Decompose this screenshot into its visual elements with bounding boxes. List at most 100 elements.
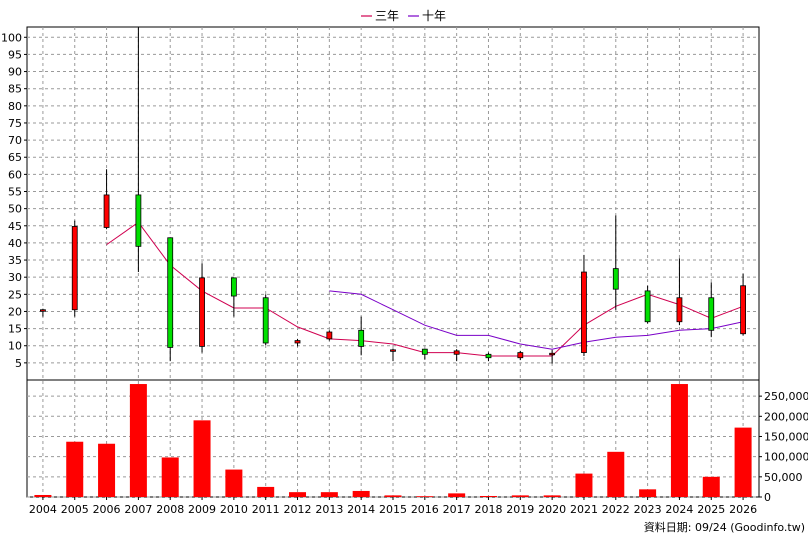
x-tick-label: 2015 [379, 503, 407, 516]
candlesticks [40, 27, 746, 364]
x-tick-label: 2004 [29, 503, 57, 516]
x-tick-label: 2017 [443, 503, 471, 516]
price-tick-label: 5 [15, 357, 22, 370]
volume-bar [639, 489, 657, 497]
volume-bar [416, 496, 434, 497]
price-tick-label: 100 [1, 31, 22, 44]
volume-tick-label: 250,000 [764, 390, 808, 403]
price-tick-label: 75 [8, 117, 22, 130]
candle-body [71, 226, 78, 311]
x-tick-label: 2007 [124, 503, 152, 516]
x-tick-label: 2005 [61, 503, 89, 516]
volume-bar [511, 495, 529, 497]
candle-body [581, 271, 587, 353]
volume-bar [702, 476, 720, 497]
candle-body [230, 277, 237, 297]
volume-bar [193, 420, 211, 497]
x-tick-label: 2024 [665, 503, 693, 516]
x-tick-label: 2020 [538, 503, 566, 516]
candle-body [421, 348, 428, 355]
volume-bars [34, 384, 752, 497]
volume-bar [384, 495, 402, 497]
x-tick-label: 2012 [284, 503, 312, 516]
x-tick-label: 2013 [315, 503, 343, 516]
price-tick-label: 95 [8, 48, 22, 61]
legend-label-ten-year: 十年 [422, 9, 446, 23]
volume-bar [575, 473, 593, 497]
x-tick-label: 2010 [220, 503, 248, 516]
x-tick-label: 2023 [634, 503, 662, 516]
volume-bar [607, 451, 625, 497]
price-tick-label: 60 [8, 168, 22, 181]
volume-tick-label: 0 [764, 491, 771, 504]
candle-body [167, 237, 174, 348]
price-tick-label: 90 [8, 66, 22, 79]
candle-body [294, 340, 301, 344]
candle-body [549, 352, 556, 356]
price-tick-label: 30 [8, 271, 22, 284]
x-tick-label: 2016 [411, 503, 439, 516]
x-tick-label: 2026 [729, 503, 757, 516]
candle-body [199, 277, 205, 347]
candle-body [485, 353, 492, 359]
x-tick-label: 2014 [347, 503, 375, 516]
volume-bar [98, 443, 116, 497]
price-tick-label: 40 [8, 237, 22, 250]
volume-tick-label: 150,000 [764, 430, 808, 443]
x-tick-label: 2022 [602, 503, 630, 516]
grid-lines [27, 27, 759, 498]
price-tick-label: 50 [8, 203, 22, 216]
candle-body [326, 331, 333, 340]
price-tick-label: 85 [8, 83, 22, 96]
volume-bar [161, 457, 179, 497]
price-tick-label: 65 [8, 151, 22, 164]
volume-tick-label: 200,000 [764, 410, 808, 423]
candle-body [517, 352, 524, 359]
legend: 三年 十年 [361, 9, 446, 23]
volume-bar [352, 490, 370, 497]
volume-bar [225, 469, 243, 497]
x-tick-label: 2021 [570, 503, 598, 516]
candle-body [103, 194, 110, 228]
candle-body [453, 350, 460, 355]
price-tick-label: 15 [8, 323, 22, 336]
x-tick-label: 2008 [156, 503, 184, 516]
candle-body [708, 297, 715, 331]
price-tick-label: 20 [8, 305, 22, 318]
x-tick-label: 2009 [188, 503, 216, 516]
price-tick-label: 25 [8, 288, 22, 301]
price-tick-label: 35 [8, 254, 22, 267]
x-tick-label: 2018 [474, 503, 502, 516]
candle-body [676, 297, 683, 323]
candle-body [612, 268, 619, 290]
candle-body [135, 194, 142, 247]
volume-bar [670, 384, 688, 497]
volume-bar [257, 486, 275, 497]
source-note: 資料日期: 09/24 (Goodinfo.tw) [644, 520, 805, 534]
price-tick-label: 45 [8, 220, 22, 233]
volume-bar [543, 495, 561, 497]
legend-label-three-year: 三年 [375, 9, 399, 23]
price-tick-label: 55 [8, 186, 22, 199]
volume-bar [448, 493, 466, 497]
volume-axis-ticks: 0 50,000 100,000 150,000 200,000 250,000 [759, 390, 808, 504]
volume-bar [320, 492, 338, 497]
volume-bar [289, 492, 307, 497]
x-tick-label: 2011 [252, 503, 280, 516]
price-axis-ticks: 5 10 15 20 25 30 35 40 45 50 55 60 65 70 75 80 85 90 95 100 [1, 31, 27, 370]
x-axis-ticks: 2004 2005 2006 2007 2008 2009 2010 2011 2012 2013… [29, 497, 757, 516]
candle-body [390, 349, 396, 352]
x-tick-label: 2025 [697, 503, 725, 516]
candle-body [740, 285, 746, 335]
volume-bar [129, 384, 147, 497]
price-tick-label: 70 [8, 134, 22, 147]
candle-body [644, 290, 651, 323]
x-tick-label: 2006 [93, 503, 121, 516]
price-tick-label: 10 [8, 340, 22, 353]
candle-body [40, 309, 46, 312]
series-line-ten-year [329, 290, 744, 350]
volume-bar [479, 495, 497, 497]
volume-bar [734, 427, 752, 497]
price-tick-label: 80 [8, 100, 22, 113]
